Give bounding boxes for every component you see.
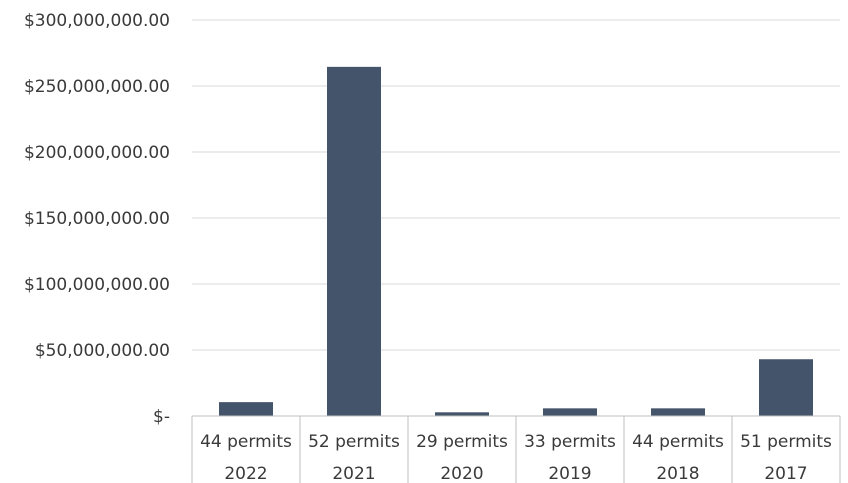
- year-label: 2018: [656, 464, 699, 483]
- y-tick-labels: $300,000,000.00 $250,000,000.00 $200,000,0…: [24, 11, 170, 427]
- y-tick-label: $200,000,000.00: [24, 143, 170, 163]
- bar: [543, 408, 597, 416]
- year-label: 2021: [332, 464, 375, 483]
- bars: [219, 66, 813, 417]
- year-label: 2020: [440, 464, 483, 483]
- category-axis: [191, 415, 841, 483]
- y-tick-label: $300,000,000.00: [24, 11, 170, 31]
- year-label: 2019: [548, 464, 591, 483]
- permits-label: 29 permits: [416, 432, 508, 452]
- y-tick-label: $250,000,000.00: [24, 77, 170, 97]
- bar: [327, 66, 381, 417]
- y-tick-label: $-: [153, 407, 170, 427]
- permits-label: 52 permits: [308, 432, 400, 452]
- y-tick-label: $150,000,000.00: [24, 209, 170, 229]
- y-tick-label: $50,000,000.00: [35, 341, 170, 361]
- permits-label: 33 permits: [524, 432, 616, 452]
- x-tick-labels: 44 permits 2022 52 permits 2021 29 permits 20…: [200, 432, 832, 483]
- permits-label: 44 permits: [200, 432, 292, 452]
- permits-label: 51 permits: [740, 432, 832, 452]
- bar: [435, 412, 489, 416]
- year-label: 2022: [224, 464, 267, 483]
- bar: [759, 359, 813, 416]
- bar: [651, 408, 705, 416]
- gridlines: [192, 19, 840, 351]
- permits-label: 44 permits: [632, 432, 724, 452]
- bar: [219, 402, 273, 416]
- y-tick-label: $100,000,000.00: [24, 275, 170, 295]
- year-label: 2017: [764, 464, 807, 483]
